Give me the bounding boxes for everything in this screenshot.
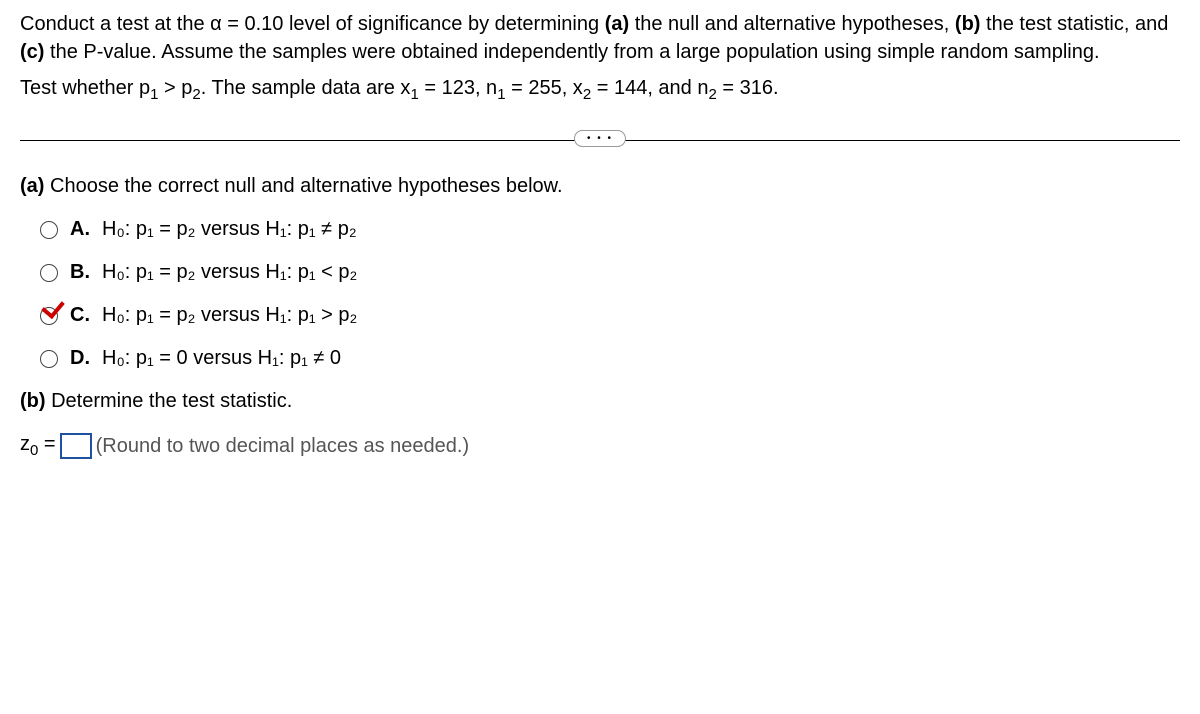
bold-c: (c) bbox=[20, 41, 44, 63]
choice-b-text: H₀: p₁ = p₂ versus H₁: p₁ < p₂ bbox=[102, 261, 357, 284]
choice-c[interactable]: C. H₀: p₁ = p₂ versus H₁: p₁ > p₂ bbox=[40, 304, 1180, 327]
problem-line1-pre: Conduct a test at the α = 0.10 level of … bbox=[20, 13, 605, 35]
divider: • • • bbox=[20, 130, 1180, 150]
z-label: z0 = bbox=[20, 433, 56, 459]
problem-line1-mid1: the null and alternative hypotheses, bbox=[629, 13, 955, 35]
part-a-text: Choose the correct null and alternative … bbox=[44, 175, 562, 197]
problem-statement: Conduct a test at the α = 0.10 level of … bbox=[20, 10, 1180, 66]
bold-a: (a) bbox=[605, 13, 629, 35]
choice-b[interactable]: B. H₀: p₁ = p₂ versus H₁: p₁ < p₂ bbox=[40, 261, 1180, 284]
more-button[interactable]: • • • bbox=[574, 130, 626, 147]
radio-c[interactable] bbox=[40, 307, 58, 325]
choice-c-label: C. bbox=[70, 304, 90, 327]
part-b-label: (b) bbox=[20, 390, 46, 412]
choice-b-label: B. bbox=[70, 261, 90, 284]
problem-data: Test whether p1 > p2. The sample data ar… bbox=[20, 74, 1180, 105]
choice-d-label: D. bbox=[70, 347, 90, 370]
part-a-question: (a) Choose the correct null and alternat… bbox=[20, 175, 1180, 198]
z-input[interactable] bbox=[60, 433, 92, 459]
choice-a[interactable]: A. H₀: p₁ = p₂ versus H₁: p₁ ≠ p₂ bbox=[40, 218, 1180, 241]
problem-line1-mid2: the test statistic, and bbox=[980, 13, 1168, 35]
part-b-question: (b) Determine the test statistic. bbox=[20, 390, 1180, 413]
bold-b: (b) bbox=[955, 13, 981, 35]
radio-b[interactable] bbox=[40, 264, 58, 282]
part-a-label: (a) bbox=[20, 175, 44, 197]
choice-list: A. H₀: p₁ = p₂ versus H₁: p₁ ≠ p₂ B. H₀:… bbox=[40, 218, 1180, 370]
choice-c-text: H₀: p₁ = p₂ versus H₁: p₁ > p₂ bbox=[102, 304, 357, 327]
problem-line1-end: the P-value. Assume the samples were obt… bbox=[44, 41, 1099, 63]
choice-a-label: A. bbox=[70, 218, 90, 241]
part-b-text: Determine the test statistic. bbox=[46, 390, 293, 412]
answer-row: z0 = (Round to two decimal places as nee… bbox=[20, 433, 1180, 459]
choice-d-text: H₀: p₁ = 0 versus H₁: p₁ ≠ 0 bbox=[102, 347, 341, 370]
rounding-instruction: (Round to two decimal places as needed.) bbox=[96, 435, 470, 458]
radio-d[interactable] bbox=[40, 350, 58, 368]
radio-a[interactable] bbox=[40, 221, 58, 239]
choice-a-text: H₀: p₁ = p₂ versus H₁: p₁ ≠ p₂ bbox=[102, 218, 357, 241]
choice-d[interactable]: D. H₀: p₁ = 0 versus H₁: p₁ ≠ 0 bbox=[40, 347, 1180, 370]
